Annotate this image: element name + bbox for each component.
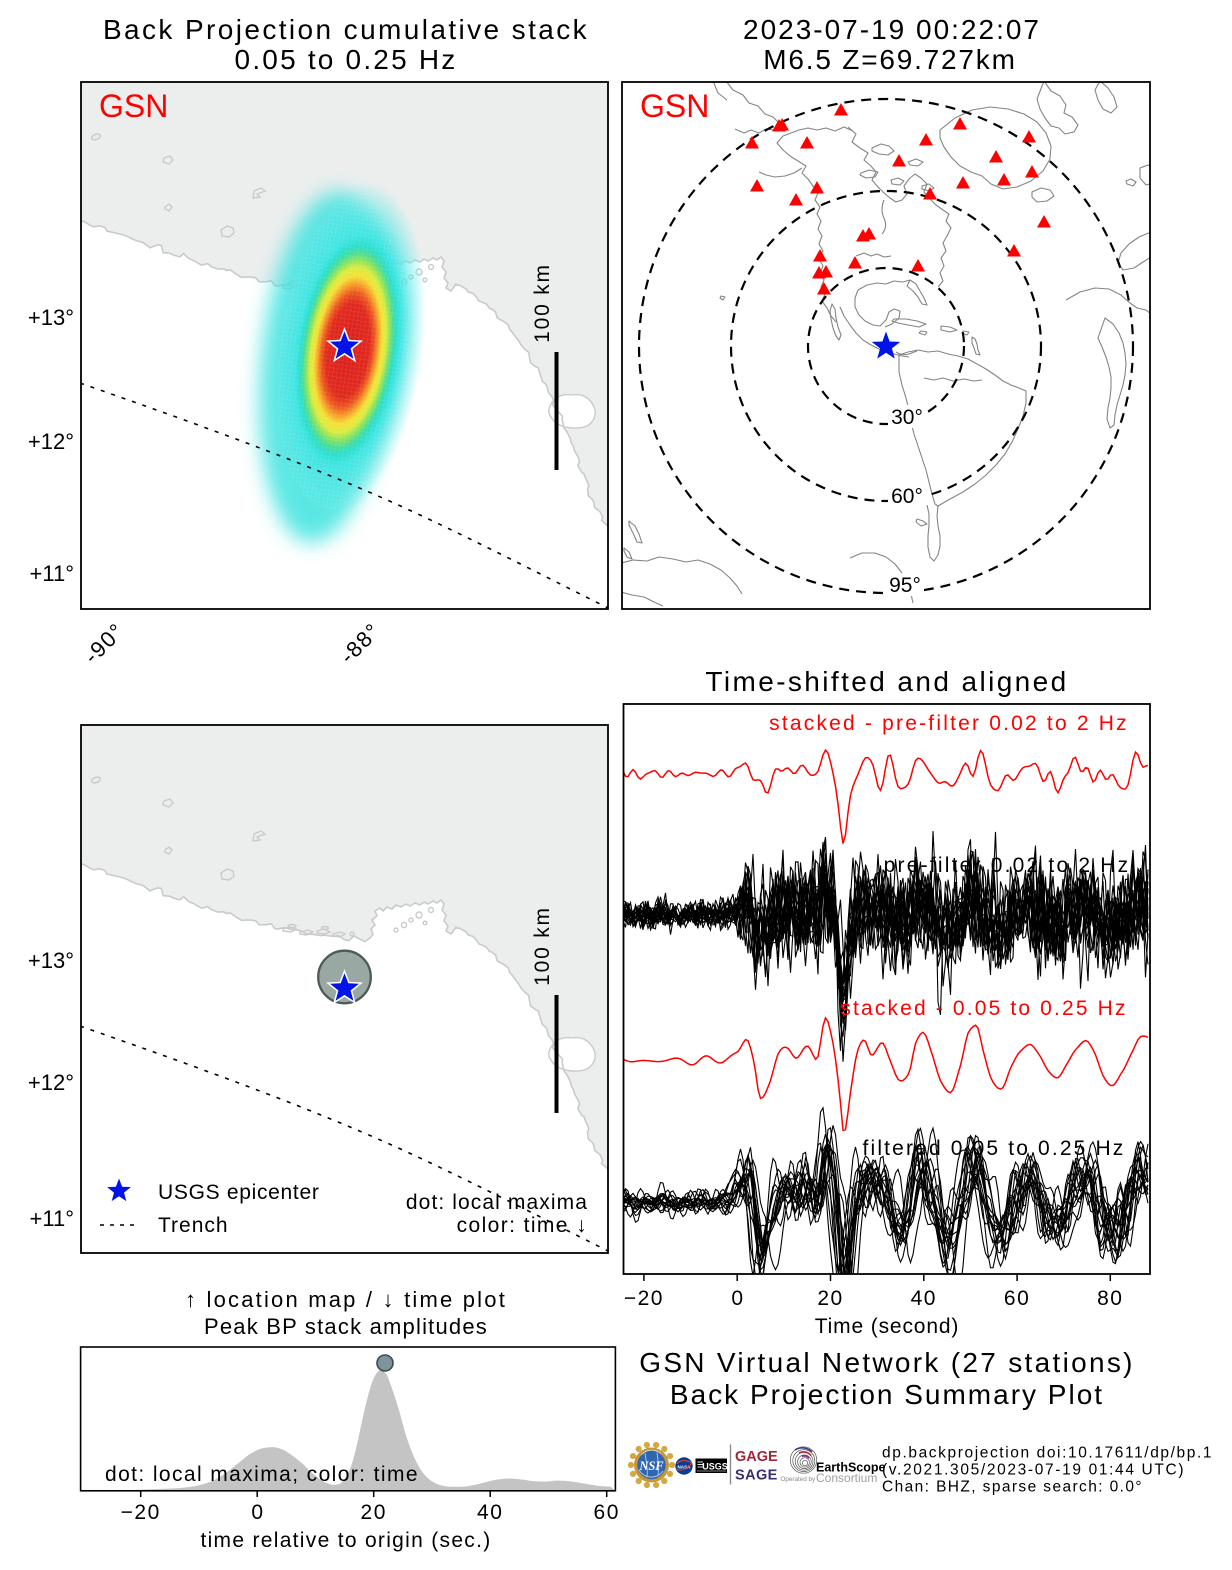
- svg-text:↑ location map / ↓ time plot: ↑ location map / ↓ time plot: [185, 1287, 507, 1312]
- svg-text:95°: 95°: [889, 574, 921, 597]
- svg-text:Back Projection Summary Plot: Back Projection Summary Plot: [670, 1379, 1104, 1410]
- svg-text:40: 40: [911, 1287, 937, 1310]
- svg-text:NSF: NSF: [638, 1459, 664, 1473]
- svg-text:20: 20: [361, 1501, 387, 1524]
- svg-text:40: 40: [477, 1501, 503, 1524]
- svg-text:GSN: GSN: [99, 88, 168, 124]
- svg-text:M6.5 Z=69.727km: M6.5 Z=69.727km: [763, 44, 1016, 75]
- svg-text:Time-shifted and aligned: Time-shifted and aligned: [705, 666, 1068, 697]
- svg-text:80: 80: [1097, 1287, 1123, 1310]
- svg-text:Operated by: Operated by: [781, 1476, 817, 1483]
- svg-text:USGS epicenter: USGS epicenter: [158, 1181, 320, 1204]
- svg-text:Time (second): Time (second): [815, 1315, 959, 1338]
- svg-text:+12°: +12°: [28, 429, 74, 454]
- svg-text:-88°: -88°: [335, 618, 386, 669]
- svg-text:GAGE: GAGE: [735, 1449, 778, 1465]
- svg-text:100 km: 100 km: [531, 263, 554, 343]
- svg-text:time relative to origin (sec.): time relative to origin (sec.): [200, 1529, 491, 1552]
- svg-text:SAGE: SAGE: [735, 1468, 778, 1484]
- svg-text:Consortium: Consortium: [816, 1471, 877, 1485]
- svg-text:+11°: +11°: [30, 1206, 74, 1231]
- svg-text:stacked - pre-filter 0.02 to 2: stacked - pre-filter 0.02 to 2 Hz: [769, 712, 1129, 735]
- svg-text:dot: local maxima; color: time: dot: local maxima; color: time: [105, 1463, 419, 1486]
- svg-text:60: 60: [594, 1501, 620, 1524]
- svg-text:60: 60: [1004, 1287, 1030, 1310]
- svg-text:pre-filter 0.02 to 2 Hz: pre-filter 0.02 to 2 Hz: [884, 854, 1131, 877]
- svg-text:USGS: USGS: [702, 1461, 728, 1471]
- svg-text:(v.2021.305/2023-07-19 01:44 U: (v.2021.305/2023-07-19 01:44 UTC): [882, 1462, 1185, 1479]
- svg-text:GSN: GSN: [640, 88, 709, 124]
- svg-text:Trench: Trench: [158, 1214, 229, 1237]
- svg-text:0: 0: [731, 1287, 743, 1310]
- svg-text:+13°: +13°: [28, 305, 74, 330]
- svg-text:100 km: 100 km: [531, 906, 554, 986]
- svg-text:NASA: NASA: [677, 1464, 691, 1469]
- svg-text:EarthScope: EarthScope: [816, 1461, 886, 1475]
- svg-text:+11°: +11°: [30, 561, 74, 586]
- svg-text:dp.backprojection doi:10.17611: dp.backprojection doi:10.17611/dp/bp.1: [882, 1445, 1213, 1462]
- svg-text:color: time ↓: color: time ↓: [457, 1214, 588, 1237]
- svg-text:0: 0: [251, 1501, 263, 1524]
- svg-text:30°: 30°: [891, 406, 923, 429]
- svg-text:−20: −20: [624, 1287, 664, 1310]
- svg-text:60°: 60°: [891, 485, 923, 508]
- svg-text:Chan: BHZ, sparse search: 0.0°: Chan: BHZ, sparse search: 0.0°: [882, 1479, 1143, 1496]
- svg-text:−20: −20: [121, 1501, 161, 1524]
- svg-text:GSN Virtual Network (27 statio: GSN Virtual Network (27 stations): [639, 1347, 1135, 1378]
- svg-text:+12°: +12°: [28, 1070, 74, 1095]
- svg-text:2023-07-19 00:22:07: 2023-07-19 00:22:07: [743, 14, 1041, 45]
- svg-text:dot: local maxima: dot: local maxima: [406, 1191, 588, 1214]
- svg-text:+13°: +13°: [28, 948, 74, 973]
- svg-text:filtered 0.05 to 0.25 Hz: filtered 0.05 to 0.25 Hz: [863, 1137, 1126, 1160]
- svg-text:Back Projection cumulative sta: Back Projection cumulative stack: [103, 14, 589, 45]
- svg-text:Peak BP stack amplitudes: Peak BP stack amplitudes: [204, 1314, 488, 1339]
- svg-text:20: 20: [817, 1287, 843, 1310]
- svg-text:-90°: -90°: [79, 618, 130, 669]
- svg-text:stacked - 0.05 to 0.25 Hz: stacked - 0.05 to 0.25 Hz: [840, 997, 1127, 1020]
- svg-text:0.05 to 0.25 Hz: 0.05 to 0.25 Hz: [235, 44, 458, 75]
